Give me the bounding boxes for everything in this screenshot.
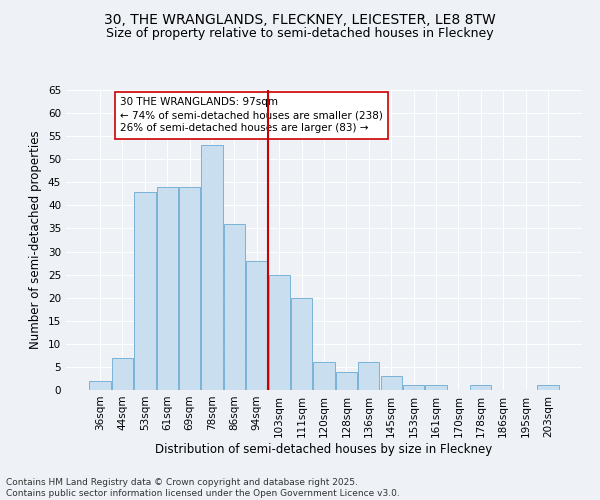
Bar xyxy=(269,274,290,390)
Bar xyxy=(470,386,491,390)
Bar xyxy=(134,192,155,390)
Bar xyxy=(336,372,357,390)
Bar xyxy=(224,224,245,390)
Text: Size of property relative to semi-detached houses in Fleckney: Size of property relative to semi-detach… xyxy=(106,28,494,40)
Bar xyxy=(246,261,268,390)
Bar xyxy=(291,298,312,390)
Bar xyxy=(425,386,446,390)
Bar xyxy=(380,376,402,390)
Bar xyxy=(202,146,223,390)
Bar xyxy=(112,358,133,390)
Text: Contains HM Land Registry data © Crown copyright and database right 2025.
Contai: Contains HM Land Registry data © Crown c… xyxy=(6,478,400,498)
X-axis label: Distribution of semi-detached houses by size in Fleckney: Distribution of semi-detached houses by … xyxy=(155,442,493,456)
Bar xyxy=(313,362,335,390)
Bar xyxy=(179,187,200,390)
Bar xyxy=(403,386,424,390)
Bar xyxy=(89,381,111,390)
Y-axis label: Number of semi-detached properties: Number of semi-detached properties xyxy=(29,130,43,350)
Bar xyxy=(358,362,379,390)
Text: 30, THE WRANGLANDS, FLECKNEY, LEICESTER, LE8 8TW: 30, THE WRANGLANDS, FLECKNEY, LEICESTER,… xyxy=(104,12,496,26)
Bar xyxy=(537,386,559,390)
Text: 30 THE WRANGLANDS: 97sqm
← 74% of semi-detached houses are smaller (238)
26% of : 30 THE WRANGLANDS: 97sqm ← 74% of semi-d… xyxy=(120,97,383,134)
Bar xyxy=(157,187,178,390)
